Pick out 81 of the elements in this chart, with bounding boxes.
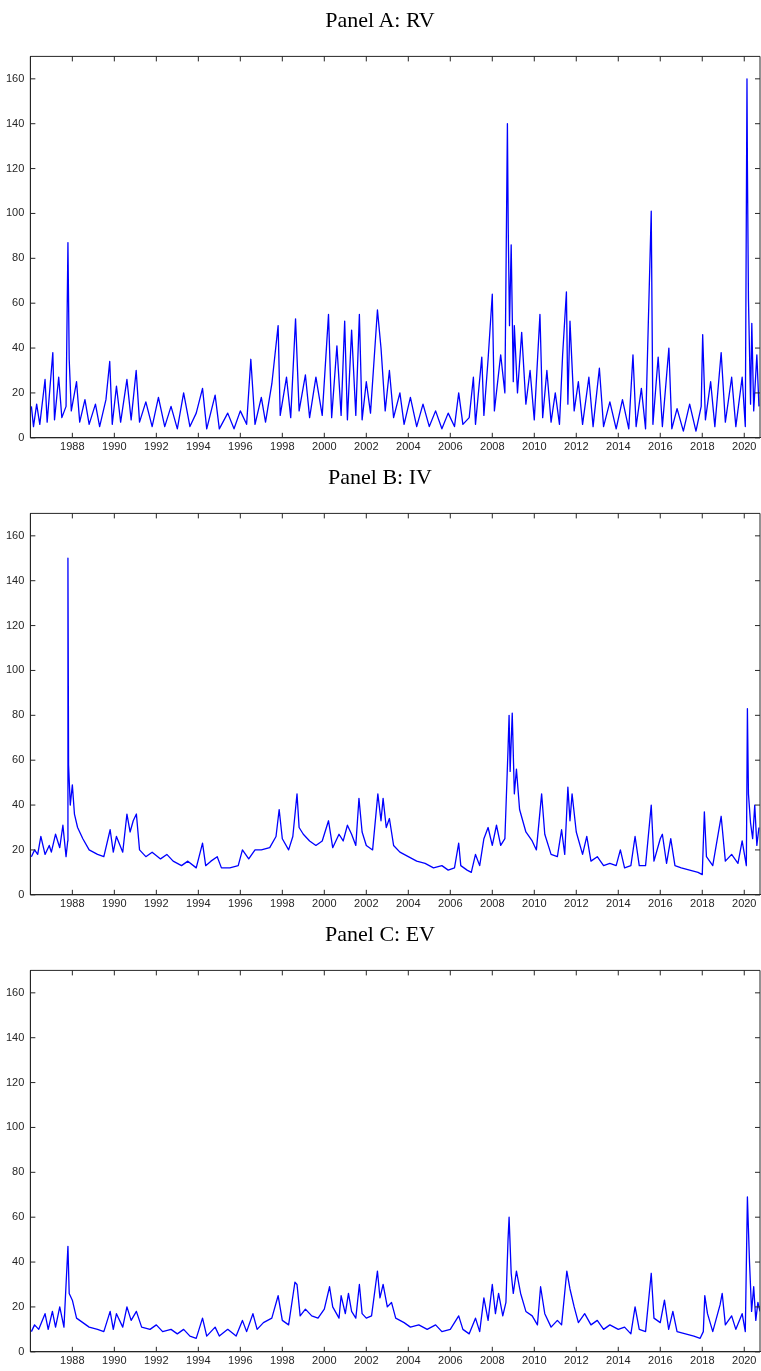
x-tick-label: 2008 [480,440,505,453]
y-tick-label: 100 [5,206,25,219]
x-tick-label: 2000 [312,1354,337,1367]
x-tick-label: 1996 [228,1354,253,1367]
y-tick-label: 40 [12,1255,25,1268]
y-tick-label: 0 [18,430,25,443]
y-tick-label: 120 [5,161,25,174]
y-tick-label: 20 [12,385,25,398]
x-tick-label: 1990 [102,440,127,453]
x-tick-label: 2000 [312,897,337,910]
x-tick-label: 2012 [564,1354,589,1367]
x-tick-label: 2016 [648,897,673,910]
x-tick-label: 2006 [438,440,463,453]
chart-title: Panel A: RV [325,6,435,32]
y-tick-label: 80 [12,708,25,721]
y-tick-label: 120 [5,618,25,631]
x-tick-label: 2010 [522,1354,547,1367]
chart-title: Panel C: EV [325,920,436,946]
x-tick-label: 2002 [354,440,379,453]
x-tick-label: 2012 [564,440,589,453]
y-tick-label: 160 [5,985,25,998]
y-tick-label: 0 [18,887,25,900]
x-tick-label: 2010 [522,440,547,453]
y-tick-label: 80 [12,1165,25,1178]
x-tick-label: 2002 [354,897,379,910]
x-tick-label: 1992 [144,440,169,453]
y-tick-label: 120 [5,1075,25,1088]
x-tick-label: 2008 [480,1354,505,1367]
y-tick-label: 20 [12,1299,25,1312]
x-tick-label: 1988 [60,1354,85,1367]
x-tick-label: 2002 [354,1354,379,1367]
x-tick-label: 2006 [438,1354,463,1367]
x-tick-label: 2010 [522,897,547,910]
x-tick-label: 2008 [480,897,505,910]
x-tick-label: 2014 [606,897,631,910]
x-tick-label: 1994 [186,897,211,910]
x-tick-label: 1994 [186,1354,211,1367]
x-tick-label: 2004 [396,440,421,453]
x-tick-label: 1994 [186,440,211,453]
x-tick-label: 1990 [102,1354,127,1367]
y-tick-label: 140 [5,1030,25,1043]
y-tick-label: 60 [12,1210,25,1223]
y-tick-label: 60 [12,296,25,309]
y-tick-label: 100 [5,1120,25,1133]
y-tick-label: 40 [12,341,25,354]
x-tick-label: 1998 [270,897,295,910]
x-tick-label: 2020 [732,440,757,453]
x-tick-label: 2016 [648,1354,673,1367]
chart-title: Panel B: IV [328,463,433,489]
y-tick-label: 140 [5,573,25,586]
x-tick-label: 1990 [102,897,127,910]
x-tick-label: 2018 [690,897,715,910]
y-tick-label: 100 [5,663,25,676]
y-tick-label: 160 [5,528,25,541]
x-tick-label: 1996 [228,897,253,910]
x-tick-label: 2004 [396,1354,421,1367]
x-tick-label: 1988 [60,440,85,453]
x-tick-label: 1988 [60,897,85,910]
x-tick-label: 2016 [648,440,673,453]
x-tick-label: 2014 [606,440,631,453]
x-tick-label: 2020 [732,897,757,910]
y-tick-label: 0 [18,1344,25,1357]
x-tick-label: 2018 [690,440,715,453]
y-tick-label: 60 [12,753,25,766]
x-tick-label: 2006 [438,897,463,910]
x-tick-label: 2018 [690,1354,715,1367]
x-tick-label: 1992 [144,897,169,910]
x-tick-label: 2004 [396,897,421,910]
x-tick-label: 2000 [312,440,337,453]
y-tick-label: 140 [5,116,25,129]
y-tick-label: 40 [12,798,25,811]
x-tick-label: 1992 [144,1354,169,1367]
x-tick-label: 1998 [270,1354,295,1367]
x-tick-label: 2012 [564,897,589,910]
y-tick-label: 160 [5,71,25,84]
x-tick-label: 1996 [228,440,253,453]
x-tick-label: 2020 [732,1354,757,1367]
y-tick-label: 20 [12,842,25,855]
x-tick-label: 1998 [270,440,295,453]
y-tick-label: 80 [12,251,25,264]
x-tick-label: 2014 [606,1354,631,1367]
